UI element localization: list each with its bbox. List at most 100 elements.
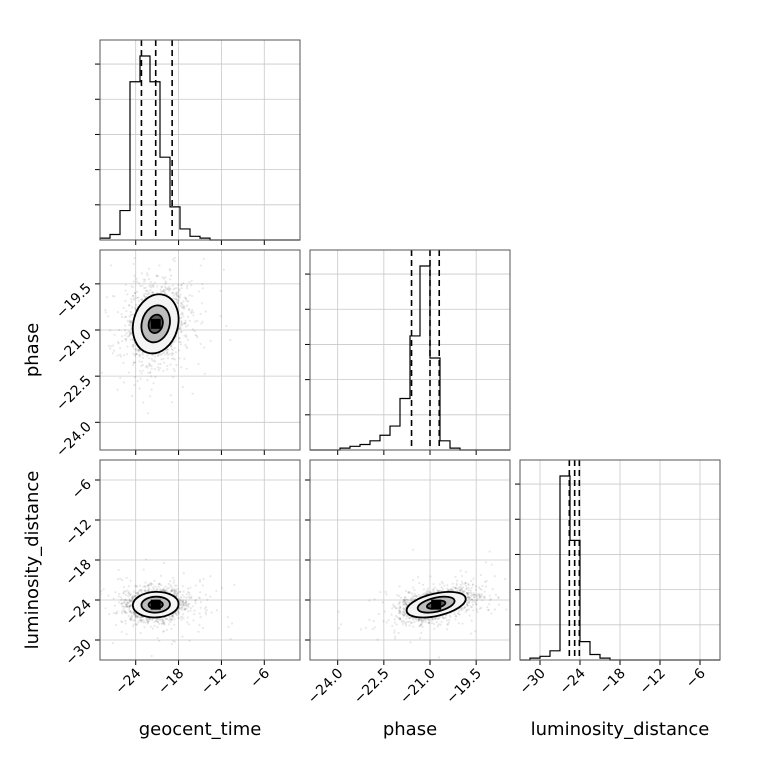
sample-point bbox=[460, 606, 463, 610]
sample-point bbox=[467, 596, 471, 599]
sample-point bbox=[130, 599, 133, 603]
sample-point bbox=[184, 608, 187, 611]
sample-point bbox=[130, 321, 133, 324]
sample-point bbox=[462, 590, 465, 593]
sample-point bbox=[125, 309, 128, 313]
sample-point bbox=[166, 351, 169, 355]
sample-point bbox=[132, 297, 135, 300]
sample-point bbox=[158, 639, 161, 643]
sample-point bbox=[471, 583, 474, 587]
sample-point bbox=[189, 586, 192, 589]
sample-point bbox=[145, 292, 148, 295]
sample-point bbox=[364, 626, 368, 629]
sample-point bbox=[121, 620, 124, 624]
sample-point bbox=[134, 616, 137, 619]
sample-point bbox=[162, 630, 165, 633]
sample-point bbox=[128, 315, 131, 318]
sample-point bbox=[129, 594, 132, 597]
sample-point bbox=[180, 287, 183, 290]
sample-point bbox=[130, 600, 133, 603]
sample-point bbox=[467, 586, 470, 590]
sample-point bbox=[460, 589, 463, 592]
sample-point bbox=[125, 331, 128, 335]
sample-point bbox=[169, 269, 172, 272]
sample-point bbox=[163, 277, 166, 280]
sample-point bbox=[185, 607, 188, 610]
sample-point bbox=[124, 334, 127, 337]
sample-point bbox=[117, 595, 120, 598]
sample-point bbox=[151, 291, 154, 294]
sample-point bbox=[148, 363, 151, 366]
sample-point bbox=[132, 361, 135, 364]
sample-point bbox=[182, 602, 186, 605]
sample-point bbox=[167, 623, 170, 626]
sample-point bbox=[418, 618, 421, 621]
panel-frame bbox=[519, 459, 721, 661]
sample-point bbox=[468, 599, 471, 602]
sample-point bbox=[440, 580, 444, 583]
sample-point bbox=[149, 582, 153, 585]
sample-point bbox=[133, 347, 136, 351]
sample-point bbox=[131, 306, 134, 309]
sample-point bbox=[174, 590, 177, 593]
sample-point bbox=[143, 295, 146, 298]
sample-point bbox=[157, 583, 161, 586]
sample-point bbox=[127, 585, 130, 588]
sample-point bbox=[135, 592, 138, 595]
sample-point bbox=[129, 599, 132, 603]
sample-point bbox=[486, 606, 489, 609]
sample-point bbox=[138, 355, 141, 358]
sample-point bbox=[420, 618, 423, 621]
sample-point bbox=[119, 376, 122, 380]
sample-point bbox=[172, 581, 175, 584]
sample-point bbox=[387, 619, 390, 622]
sample-point bbox=[137, 282, 141, 285]
sample-point bbox=[474, 593, 477, 597]
sample-point bbox=[175, 291, 178, 295]
sample-point bbox=[475, 608, 478, 611]
sample-point bbox=[140, 618, 143, 622]
sample-point bbox=[399, 617, 402, 620]
sample-point bbox=[157, 582, 160, 586]
sample-point bbox=[158, 619, 162, 622]
sample-point bbox=[169, 278, 172, 281]
sample-point bbox=[187, 587, 190, 590]
sample-point bbox=[439, 623, 442, 626]
sample-point bbox=[159, 290, 163, 293]
sample-point bbox=[171, 401, 174, 404]
sample-point bbox=[202, 577, 205, 581]
sample-point bbox=[172, 288, 175, 291]
sample-point bbox=[129, 604, 132, 607]
sample-point bbox=[149, 584, 152, 587]
sample-point bbox=[454, 586, 457, 589]
sample-point bbox=[398, 618, 402, 621]
sample-point bbox=[404, 606, 407, 609]
sample-point bbox=[156, 621, 159, 624]
sample-point bbox=[202, 257, 205, 260]
sample-point bbox=[161, 622, 164, 625]
sample-point bbox=[107, 594, 110, 597]
sample-point bbox=[143, 286, 146, 290]
sample-point bbox=[457, 587, 460, 590]
sample-point bbox=[454, 615, 458, 618]
sample-point bbox=[128, 606, 131, 609]
sample-point bbox=[144, 581, 147, 584]
sample-point bbox=[435, 588, 439, 591]
sample-point bbox=[407, 591, 410, 594]
sample-point bbox=[458, 613, 461, 616]
sample-point bbox=[137, 593, 140, 596]
sample-point bbox=[179, 604, 182, 607]
sample-point bbox=[113, 604, 116, 607]
sample-point bbox=[116, 610, 119, 613]
sample-point bbox=[132, 590, 135, 593]
sample-point bbox=[470, 598, 474, 601]
sample-point bbox=[150, 357, 153, 361]
sample-point bbox=[170, 589, 174, 592]
sample-point bbox=[190, 595, 193, 598]
sample-point bbox=[147, 583, 150, 586]
sample-point bbox=[171, 615, 174, 618]
sample-point bbox=[393, 605, 396, 608]
sample-point bbox=[109, 329, 112, 332]
sample-point bbox=[190, 279, 193, 282]
sample-point bbox=[166, 357, 170, 360]
